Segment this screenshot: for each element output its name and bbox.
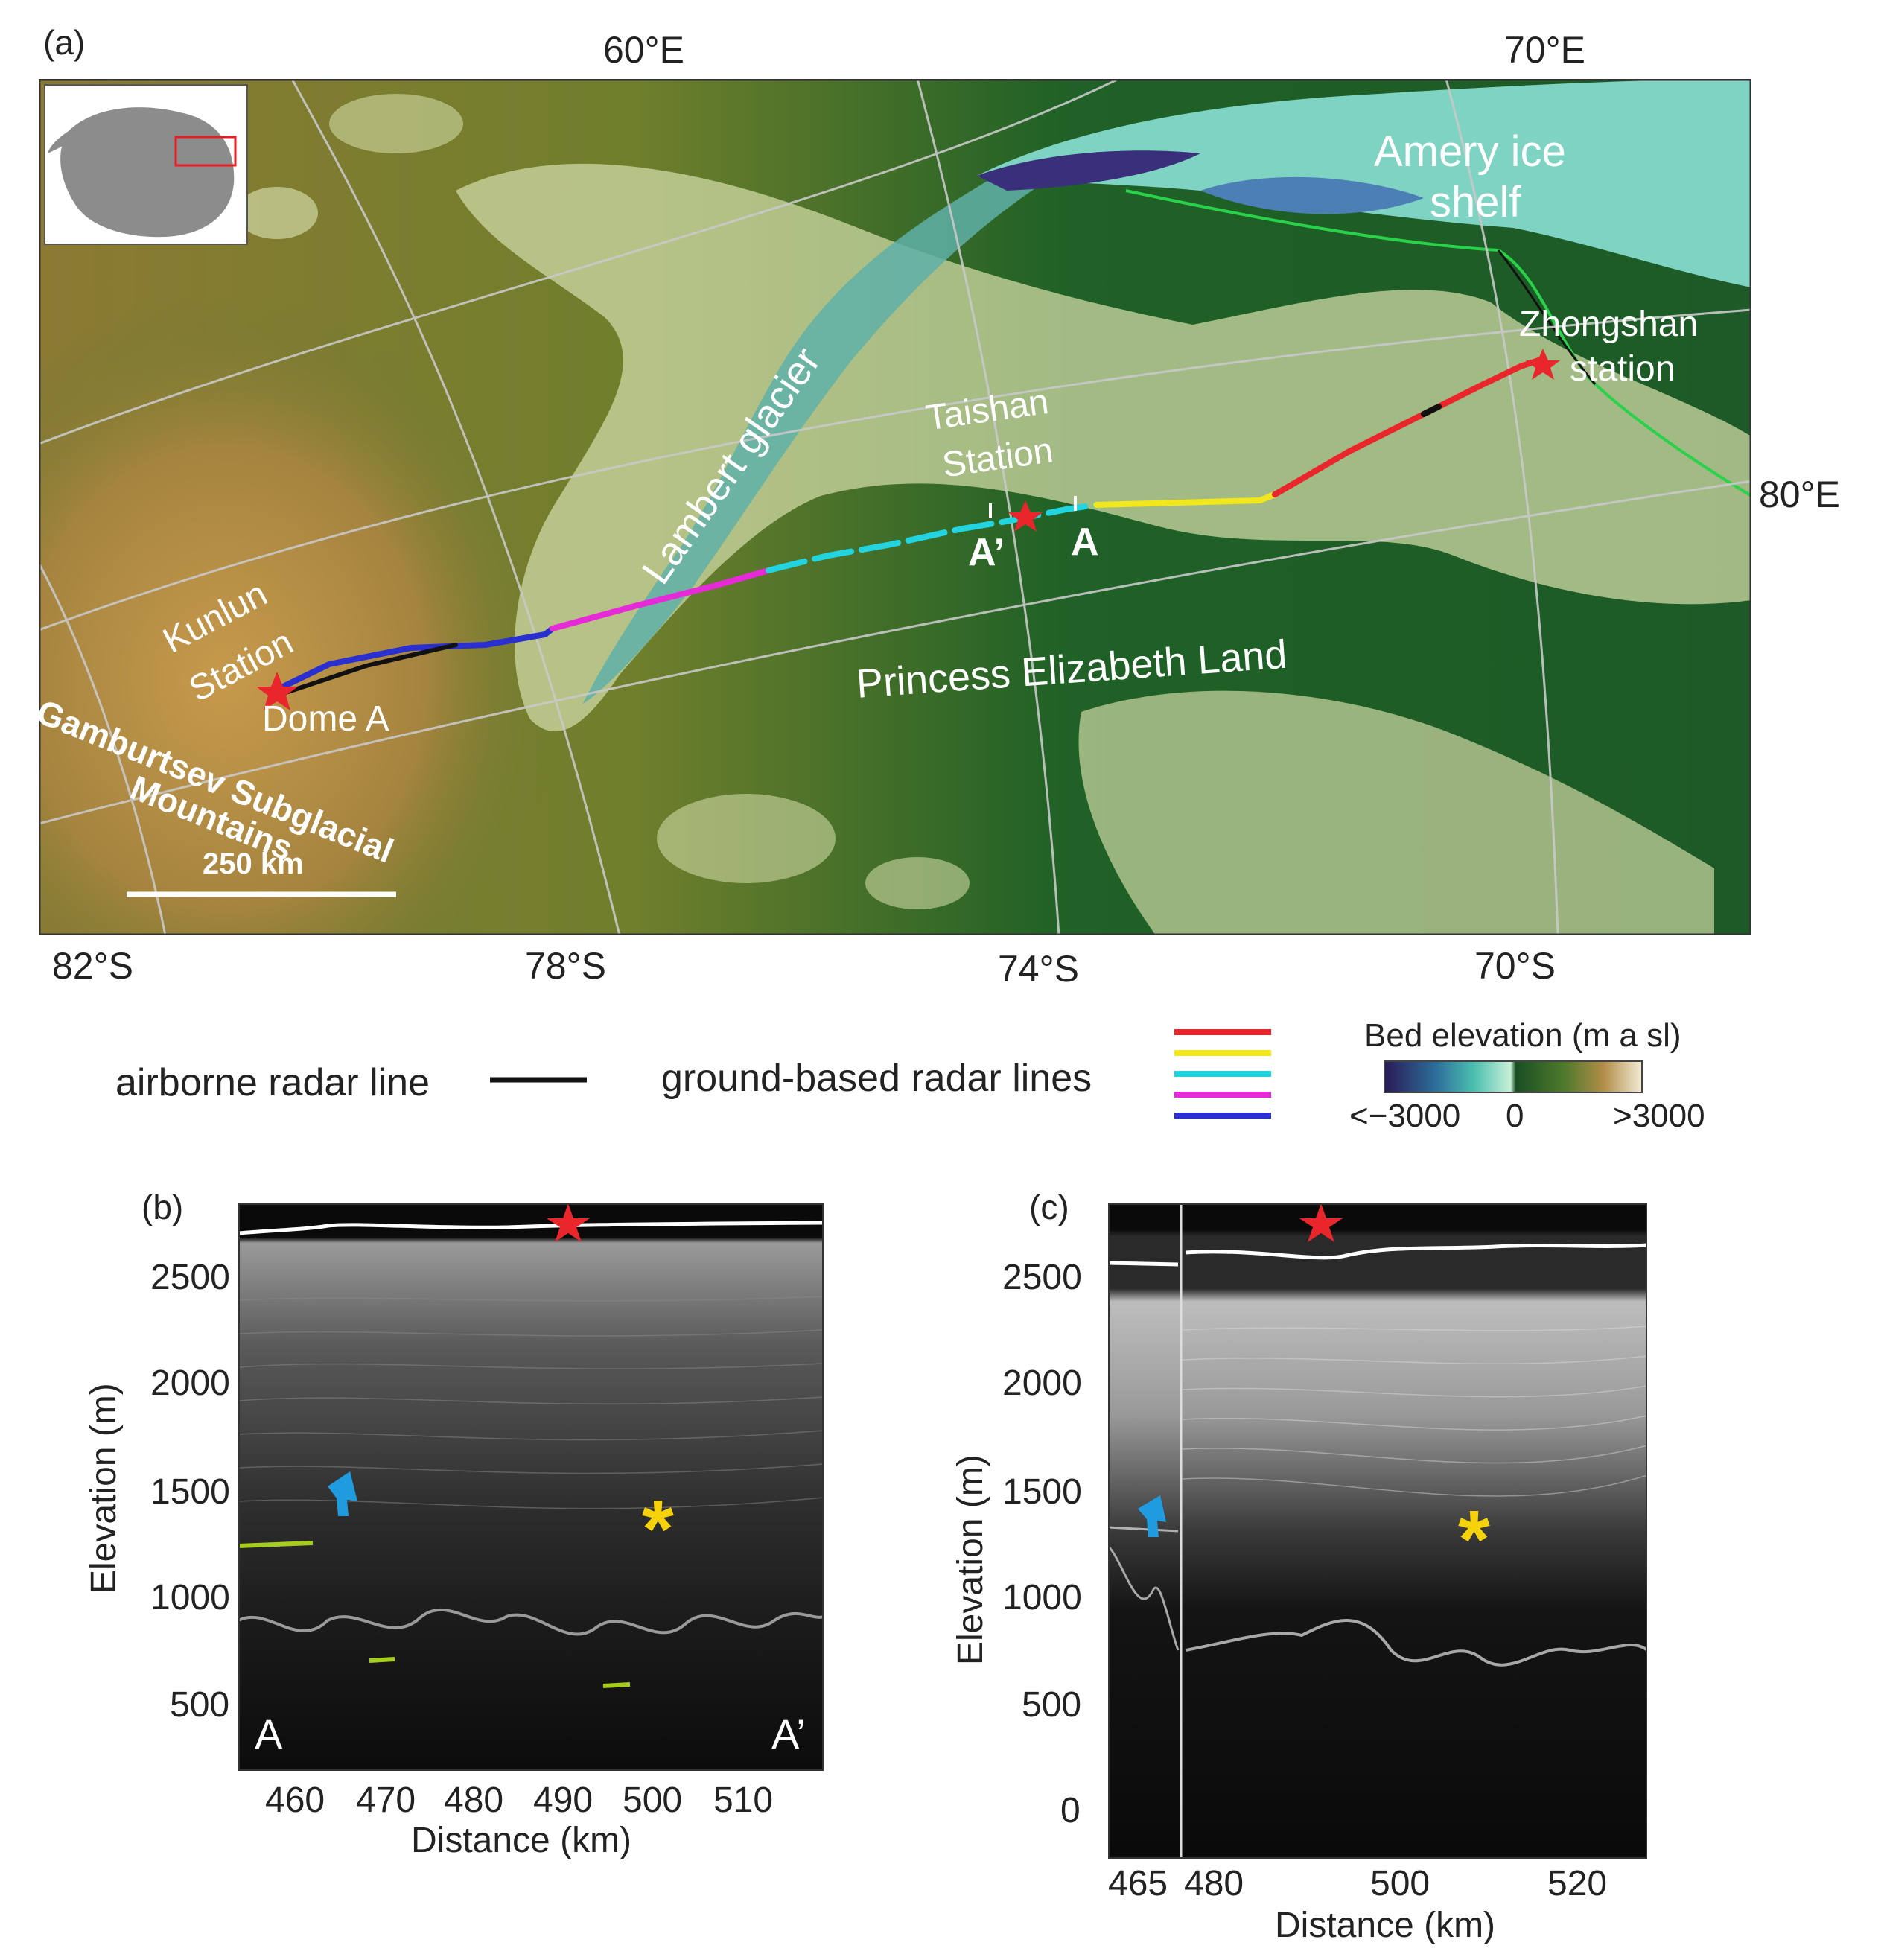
label-zhongshan-2: station — [1570, 349, 1675, 389]
lat-label-78s: 78°S — [525, 945, 606, 987]
colorbar — [1384, 1060, 1643, 1093]
panel-b-xtick: 510 — [713, 1781, 774, 1820]
panel-c-ytick: 500 — [1022, 1685, 1082, 1725]
colorbar-title: Bed elevation (m a sl) — [1364, 1017, 1681, 1054]
lat-label-82s: 82°S — [52, 945, 133, 987]
panel-b-marker-a: A — [255, 1711, 283, 1757]
lon-label-60e: 60°E — [603, 29, 684, 71]
colorbar-mid: 0 — [1506, 1098, 1524, 1134]
panel-c-ytick: 2000 — [1002, 1364, 1082, 1403]
panel-b-ytick: 2000 — [150, 1364, 230, 1403]
panel-c-asterisk: * — [1458, 1494, 1490, 1585]
label-amery-2: shelf — [1430, 178, 1521, 226]
inset-antarctica — [44, 84, 248, 245]
panel-a-label: (a) — [43, 23, 86, 62]
lat-label-74s: 74°S — [998, 948, 1079, 990]
panel-c-label: (c) — [1029, 1188, 1069, 1226]
panel-b-xtick: 490 — [533, 1781, 593, 1820]
colorbar-max: >3000 — [1613, 1098, 1705, 1134]
panel-b-label: (b) — [141, 1188, 184, 1226]
panel-c-ytick: 1000 — [1002, 1578, 1082, 1617]
scale-bar-label: 250 km — [203, 847, 304, 880]
panel-b-radargram — [238, 1203, 824, 1771]
legend-ground-label: ground-based radar lines — [661, 1057, 1092, 1100]
panel-b-ytick: 1500 — [150, 1472, 230, 1512]
panel-c-xtick: 500 — [1370, 1864, 1430, 1903]
label-a: A — [1071, 521, 1099, 564]
legend-ground-lines — [1174, 1029, 1271, 1119]
panel-b-ytick: 1000 — [150, 1578, 230, 1617]
panel-b-xlabel: Distance (km) — [411, 1821, 632, 1860]
panel-c-radargram — [1108, 1203, 1647, 1859]
panel-b-ytick: 2500 — [150, 1258, 230, 1297]
panel-c-ylabel: Elevation (m) — [951, 1454, 990, 1665]
label-zhongshan: Zhongshan — [1519, 305, 1699, 344]
panel-c-xtick: 480 — [1184, 1864, 1244, 1903]
lon-label-80e: 80°E — [1759, 474, 1840, 515]
legend-airborne-label: airborne radar line — [115, 1061, 430, 1104]
panel-b-marker-a-prime: A’ — [771, 1711, 806, 1757]
panel-b-xtick: 460 — [265, 1781, 325, 1820]
label-dome-a: Dome A — [262, 699, 389, 739]
panel-c-xtick: 520 — [1547, 1864, 1608, 1903]
legend-airborne-line — [490, 1077, 587, 1083]
radar-route — [274, 356, 1546, 698]
bed-elevation-map — [39, 79, 1751, 935]
panel-c-ytick: 1500 — [1002, 1472, 1082, 1512]
panel-c-ytick: 0 — [1060, 1791, 1081, 1830]
lat-label-70s: 70°S — [1474, 945, 1556, 987]
panel-b-xtick: 470 — [356, 1781, 416, 1820]
panel-c-xtick: 465 — [1108, 1864, 1168, 1903]
label-amery: Amery ice — [1374, 127, 1566, 176]
panel-b-asterisk: * — [642, 1483, 674, 1575]
panel-b-xtick: 500 — [623, 1781, 683, 1820]
panel-b-ylabel: Elevation (m) — [84, 1383, 124, 1594]
colorbar-min: <−3000 — [1349, 1098, 1461, 1134]
lon-label-70e: 70°E — [1504, 29, 1585, 71]
station-stars — [256, 349, 1560, 710]
panel-b-xtick: 480 — [444, 1781, 504, 1820]
panel-c-ytick: 2500 — [1002, 1258, 1082, 1297]
panel-c-xlabel: Distance (km) — [1275, 1906, 1496, 1945]
panel-b-ytick: 500 — [170, 1685, 230, 1725]
label-a-prime: A’ — [968, 531, 1005, 574]
